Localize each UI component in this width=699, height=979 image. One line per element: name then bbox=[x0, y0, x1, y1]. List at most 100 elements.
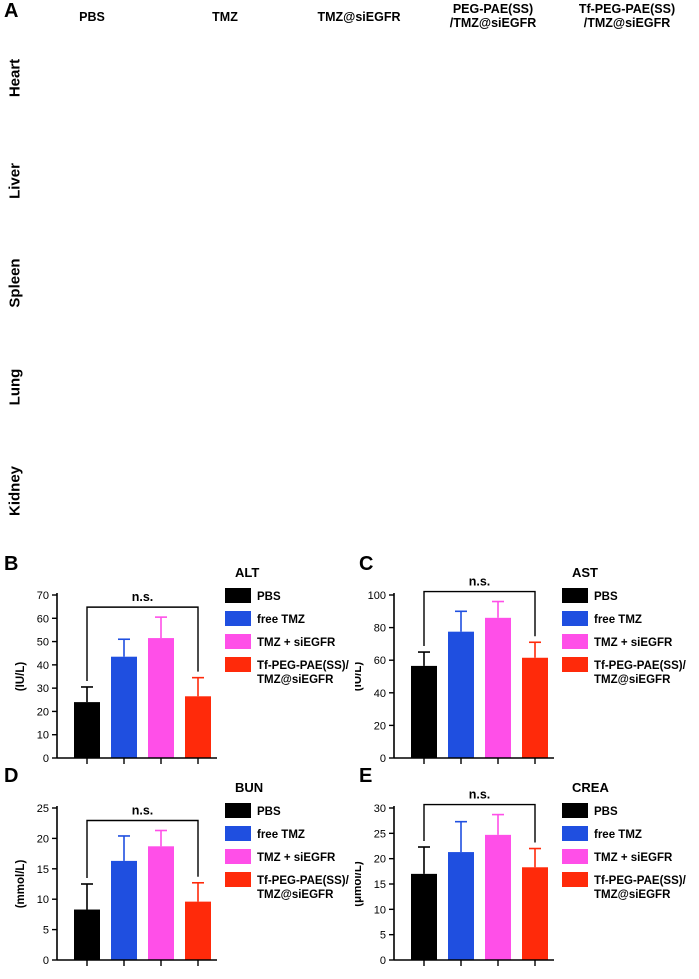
chart-ast: C 0 20 40 60 80 100 (IU/L) n.s. AST PBS free TMZ TMZ… bbox=[352, 550, 699, 768]
legend-swatch bbox=[225, 849, 251, 864]
y-tick-label: 5 bbox=[43, 925, 49, 937]
y-tick-label: 25 bbox=[374, 828, 386, 840]
bar bbox=[411, 873, 437, 960]
y-tick-label: 0 bbox=[43, 753, 49, 765]
legend-swatch bbox=[562, 611, 588, 626]
y-tick-label: 20 bbox=[37, 833, 49, 845]
bar bbox=[485, 617, 511, 758]
legend-label: free TMZ bbox=[257, 614, 305, 626]
legend-swatch bbox=[562, 826, 588, 841]
y-tick-label: 50 bbox=[37, 637, 49, 649]
legend-swatch bbox=[225, 803, 251, 818]
panel-letter: D bbox=[4, 765, 18, 787]
legend-swatch bbox=[225, 611, 251, 626]
bar bbox=[485, 834, 511, 960]
legend-label: TMZ + siEGFR bbox=[594, 637, 673, 649]
chart-crea: E 0 5 10 15 20 25 30 (μmol/L) n.s. CREA PBS free TMZ… bbox=[352, 760, 699, 974]
y-tick-label: 10 bbox=[37, 894, 49, 906]
y-axis-label: (IU/L) bbox=[15, 662, 27, 692]
row-label: Liver bbox=[6, 163, 24, 199]
legend-label: TMZ@siEGFR bbox=[257, 674, 334, 686]
panel-letter: B bbox=[4, 553, 18, 575]
legend-label: PBS bbox=[257, 806, 281, 818]
legend-swatch bbox=[225, 872, 251, 887]
column-header: PEG-PAE(SS)/TMZ@siEGFR bbox=[449, 2, 537, 30]
y-tick-label: 60 bbox=[374, 655, 386, 667]
legend-swatch bbox=[225, 826, 251, 841]
legend-label: TMZ + siEGFR bbox=[594, 852, 673, 864]
y-tick-label: 15 bbox=[374, 879, 386, 891]
legend-label: TMZ + siEGFR bbox=[257, 637, 336, 649]
y-tick-label: 20 bbox=[37, 706, 49, 718]
significance-bracket bbox=[86, 819, 199, 878]
row-label: Heart bbox=[6, 58, 24, 98]
legend-label: Tf-PEG-PAE(SS)/ bbox=[594, 660, 687, 672]
legend-label: TMZ@siEGFR bbox=[594, 674, 671, 686]
legend-label: Tf-PEG-PAE(SS)/ bbox=[257, 875, 350, 887]
legend-label: PBS bbox=[594, 591, 618, 603]
bar bbox=[185, 696, 211, 758]
chart-title: CREA bbox=[572, 780, 609, 795]
panel-letter: C bbox=[359, 553, 373, 575]
legend-label: TMZ@siEGFR bbox=[594, 889, 671, 901]
legend-swatch bbox=[562, 657, 588, 672]
legend-swatch bbox=[562, 588, 588, 603]
chart-bun: D 0 5 10 15 20 25 (mmol/L) n.s. BUN PBS free TMZ TMZ… bbox=[0, 760, 350, 974]
bar bbox=[185, 901, 211, 960]
chart-alt: B 0 10 20 30 40 50 60 70 (IU/L) n.s. ALT PBS free TMZ… bbox=[0, 550, 350, 768]
column-header: PBS bbox=[79, 10, 105, 24]
y-tick-label: 0 bbox=[380, 955, 386, 967]
row-label: Spleen bbox=[6, 258, 24, 308]
y-tick-label: 30 bbox=[374, 803, 386, 815]
y-tick-label: 15 bbox=[37, 864, 49, 876]
bar bbox=[74, 909, 100, 960]
legend-swatch bbox=[225, 657, 251, 672]
legend-label: TMZ + siEGFR bbox=[257, 852, 336, 864]
bar bbox=[111, 860, 137, 960]
bar bbox=[74, 702, 100, 758]
column-header: TMZ@siEGFR bbox=[317, 10, 401, 24]
y-tick-label: 0 bbox=[380, 753, 386, 765]
legend-swatch bbox=[562, 803, 588, 818]
legend-label: free TMZ bbox=[257, 829, 305, 841]
legend-label: TMZ@siEGFR bbox=[257, 889, 334, 901]
legend-swatch bbox=[562, 872, 588, 887]
y-tick-label: 20 bbox=[374, 854, 386, 866]
legend-swatch bbox=[225, 634, 251, 649]
column-header: Tf-PEG-PAE(SS)/TMZ@siEGFR bbox=[578, 2, 676, 30]
y-tick-label: 80 bbox=[374, 623, 386, 635]
significance-label: n.s. bbox=[132, 590, 154, 604]
bar bbox=[522, 867, 548, 960]
y-tick-label: 30 bbox=[37, 683, 49, 695]
y-tick-label: 10 bbox=[374, 904, 386, 916]
legend-swatch bbox=[225, 588, 251, 603]
panel-letter: E bbox=[359, 765, 372, 787]
bar bbox=[448, 852, 474, 960]
y-axis-label: (μmol/L) bbox=[355, 861, 364, 907]
legend-label: Tf-PEG-PAE(SS)/ bbox=[594, 875, 687, 887]
bar bbox=[111, 656, 137, 758]
y-tick-label: 70 bbox=[37, 590, 49, 602]
significance-label: n.s. bbox=[469, 575, 491, 589]
y-tick-label: 0 bbox=[43, 955, 49, 967]
y-tick-label: 5 bbox=[380, 930, 386, 942]
bar-chart-svg: C 0 20 40 60 80 100 (IU/L) n.s. AST PBS free TMZ TMZ… bbox=[352, 553, 687, 765]
legend-label: free TMZ bbox=[594, 829, 642, 841]
y-tick-label: 10 bbox=[37, 730, 49, 742]
bar-chart-svg: D 0 5 10 15 20 25 (mmol/L) n.s. BUN PBS free TMZ TMZ… bbox=[4, 765, 350, 967]
bar bbox=[148, 638, 174, 758]
y-tick-label: 40 bbox=[37, 660, 49, 672]
chart-title: ALT bbox=[235, 565, 259, 580]
bar-chart-svg: B 0 10 20 30 40 50 60 70 (IU/L) n.s. ALT PBS free TMZ… bbox=[4, 553, 350, 765]
y-tick-label: 20 bbox=[374, 720, 386, 732]
legend-swatch bbox=[562, 634, 588, 649]
chart-title: AST bbox=[572, 565, 598, 580]
bar bbox=[411, 665, 437, 758]
significance-bracket bbox=[423, 590, 536, 647]
legend-label: PBS bbox=[257, 591, 281, 603]
y-tick-label: 25 bbox=[37, 803, 49, 815]
row-label: Kidney bbox=[6, 465, 24, 517]
y-tick-label: 40 bbox=[374, 688, 386, 700]
legend-label: Tf-PEG-PAE(SS)/ bbox=[257, 660, 350, 672]
legend-label: PBS bbox=[594, 806, 618, 818]
